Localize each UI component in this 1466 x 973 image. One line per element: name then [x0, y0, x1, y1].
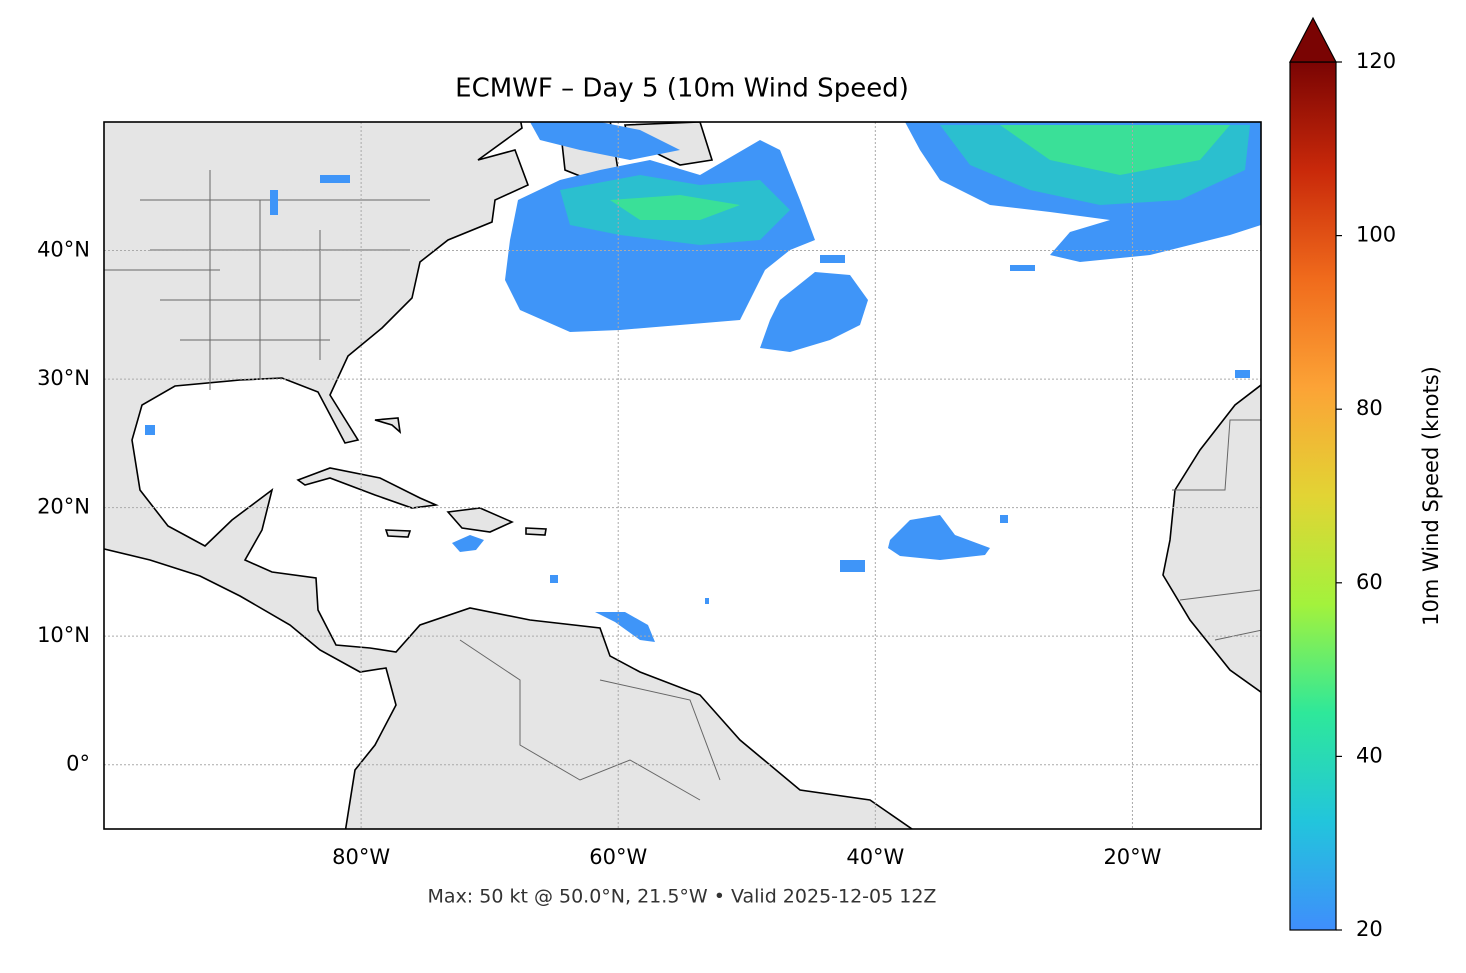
sa-borders	[459, 639, 721, 801]
bahamas	[374, 417, 402, 435]
africa-borders	[1172, 419, 1261, 641]
wind-core	[610, 195, 740, 220]
map-title: ECMWF – Day 5 (10m Wind Speed)	[455, 74, 909, 104]
map-frame	[103, 121, 1262, 830]
lat-tick-label: 20°N	[37, 495, 90, 519]
lon-tick-label: 40°W	[846, 845, 904, 869]
wind-core	[1000, 125, 1230, 175]
wind-area	[595, 612, 655, 642]
colorbar: 20 40 60 80 100 120	[1289, 16, 1396, 941]
puerto-rico	[525, 527, 547, 536]
colorbar-tick-label: 60	[1356, 570, 1383, 594]
wind-area	[760, 272, 868, 352]
lon-tick-label: 60°W	[589, 845, 647, 869]
lat-tick-label: 0°	[66, 752, 90, 776]
lat-tick-label: 40°N	[37, 238, 90, 262]
colorbar-extend	[1289, 16, 1337, 63]
footer-note: Max: 50 kt @ 50.0°N, 21.5°W • Valid 2025…	[428, 886, 937, 908]
colorbar-tick-label: 40	[1356, 743, 1383, 767]
graticule	[104, 122, 1261, 829]
wind-area	[888, 515, 990, 560]
cuba	[296, 467, 439, 509]
colorbar-label: 10m Wind Speed (knots)	[1419, 366, 1443, 626]
lat-tick-label: 30°N	[37, 366, 90, 390]
wind-area	[452, 535, 484, 552]
colorbar-tick-label: 80	[1356, 396, 1383, 420]
us-state-borders	[104, 170, 430, 390]
lon-tick-label: 80°W	[332, 845, 390, 869]
lon-tick-label: 20°W	[1103, 845, 1161, 869]
lat-tick-label: 10°N	[37, 623, 90, 647]
jamaica	[384, 529, 412, 538]
colorbar-tick-label: 100	[1356, 223, 1396, 247]
wind-area	[530, 122, 680, 160]
americas	[104, 122, 914, 829]
colorbar-tick-label: 120	[1356, 49, 1396, 73]
africa	[1162, 384, 1261, 694]
map-area	[104, 122, 1261, 829]
colorbar-ramp	[1289, 61, 1337, 931]
hispaniola	[446, 507, 514, 533]
colorbar-tick-label: 20	[1356, 917, 1383, 941]
